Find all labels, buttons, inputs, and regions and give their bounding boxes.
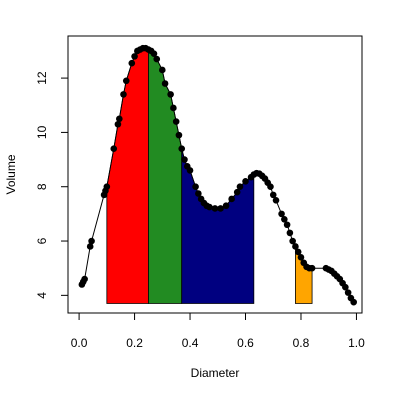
x-tick-label: 1.0 — [348, 336, 365, 350]
data-point — [122, 77, 130, 85]
data-point — [167, 91, 174, 98]
x-tick-label: 0.8 — [293, 336, 310, 350]
x-axis: 0.0 0.2 0.4 0.6 0.8 1.0 — [71, 312, 365, 350]
y-tick-label: 12 — [35, 71, 49, 85]
data-point — [181, 156, 188, 163]
data-point — [308, 264, 316, 272]
data-point — [344, 289, 352, 296]
data-point — [283, 221, 291, 229]
data-points — [78, 44, 357, 306]
y-axis-label: Volume — [4, 154, 18, 194]
data-point — [217, 205, 224, 212]
data-point — [178, 145, 186, 152]
data-point — [350, 298, 357, 306]
data-point — [116, 115, 123, 123]
data-point — [161, 80, 169, 87]
data-point — [281, 216, 288, 223]
data-point — [120, 91, 127, 98]
data-point — [175, 131, 183, 139]
data-point — [272, 197, 280, 204]
data-point — [236, 183, 244, 191]
y-tick-label: 6 — [35, 237, 49, 244]
data-point — [292, 243, 299, 250]
data-point — [206, 203, 213, 211]
data-point — [150, 50, 158, 57]
data-point — [114, 120, 122, 128]
y-tick-label: 10 — [35, 125, 49, 139]
data-point — [172, 118, 180, 125]
data-point — [88, 237, 95, 245]
y-tick-label: 8 — [35, 183, 49, 190]
x-tick-label: 0.0 — [71, 336, 88, 350]
data-point — [186, 167, 194, 174]
data-point — [195, 190, 202, 197]
data-point — [211, 205, 219, 212]
data-point — [278, 210, 285, 218]
y-tick-label: 4 — [35, 292, 49, 299]
data-point — [342, 283, 349, 291]
data-point — [159, 66, 166, 74]
data-point — [128, 59, 136, 67]
data-point — [267, 183, 274, 191]
data-point — [110, 145, 118, 152]
data-point — [286, 229, 294, 237]
data-point — [86, 243, 94, 250]
x-tick-label: 0.4 — [182, 336, 199, 350]
data-point — [289, 237, 296, 245]
x-axis-label: Diameter — [191, 366, 240, 380]
data-point — [294, 248, 302, 256]
data-point — [297, 254, 305, 261]
data-point — [153, 55, 161, 63]
y-axis: 4 6 8 10 12 — [35, 71, 69, 299]
data-point — [228, 195, 235, 203]
data-point — [233, 188, 241, 196]
data-point — [222, 202, 230, 210]
data-point — [269, 191, 277, 199]
data-point — [103, 183, 111, 191]
x-tick-label: 0.6 — [237, 336, 254, 350]
x-tick-label: 0.2 — [126, 336, 143, 350]
data-point — [192, 183, 199, 191]
data-point — [131, 53, 138, 60]
data-point — [242, 177, 249, 185]
data-point — [81, 275, 88, 283]
data-point — [170, 104, 177, 112]
